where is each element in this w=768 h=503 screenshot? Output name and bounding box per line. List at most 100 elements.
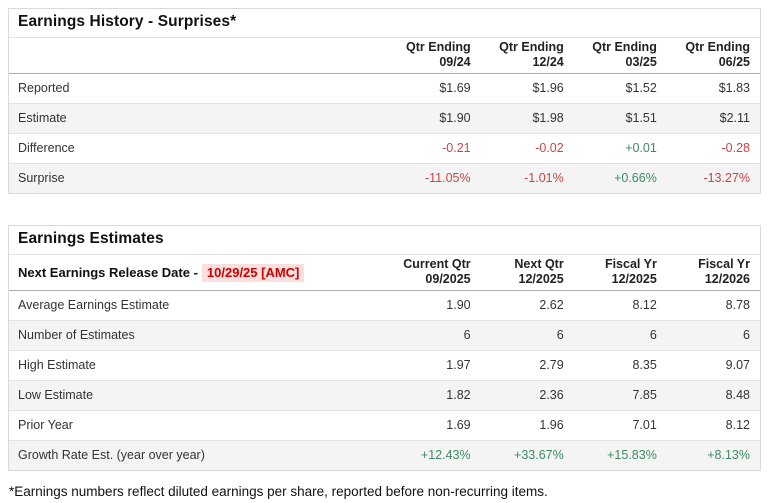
earnings-history-value-cell: -0.21: [387, 133, 481, 164]
earnings-estimates-value-cell: 6: [387, 320, 481, 351]
earnings-estimates-value-cell: 6: [573, 320, 667, 351]
earnings-history-row-0: Reported $1.69 $1.96 $1.52 $1.83: [9, 73, 760, 104]
earnings-history-value-cell: -11.05%: [424, 171, 471, 185]
earnings-estimates-row-1: Number of Estimates 6 6 6 6: [9, 320, 760, 351]
earnings-estimates-col-header-line1: Fiscal Yr: [698, 257, 750, 271]
earnings-history-col-header-0: Qtr Ending 09/24: [387, 38, 481, 74]
earnings-history-col-header-line1: Qtr Ending: [592, 40, 657, 54]
earnings-estimates-value-cell: 2.79: [480, 350, 574, 381]
earnings-estimates-row-label: Growth Rate Est. (year over year): [18, 448, 205, 462]
earnings-estimates-value-cell: 7.01: [573, 410, 667, 441]
earnings-estimates-row-label: Number of Estimates: [9, 320, 388, 351]
earnings-estimates-value-cell: 1.82: [387, 380, 481, 411]
earnings-history-row-label: Estimate: [9, 103, 388, 134]
earnings-estimates-value-cell: 1.90: [387, 290, 481, 321]
earnings-history-value-cell: -0.02: [480, 133, 574, 164]
earnings-history-header-row: Qtr Ending 09/24 Qtr Ending 12/24 Qtr Ending…: [9, 38, 760, 74]
earnings-history-col-header-2: Qtr Ending 03/25: [573, 38, 667, 74]
next-earnings-release-label: Next Earnings Release Date -: [18, 264, 198, 280]
earnings-estimates-value-cell: 6: [480, 320, 574, 351]
earnings-history-col-header-line1: Qtr Ending: [406, 40, 471, 54]
earnings-history-row-1: Estimate $1.90 $1.98 $1.51 $2.11: [9, 103, 760, 134]
earnings-estimates-row-label: High Estimate: [9, 350, 388, 381]
earnings-estimates-col-header-line2: 12/2026: [704, 272, 750, 286]
earnings-history-value-cell: $1.83: [666, 73, 760, 104]
earnings-estimates-col-header-line2: 12/2025: [518, 272, 564, 286]
earnings-history-value-cell: $1.98: [480, 103, 574, 134]
earnings-history-value-cell: $1.90: [387, 103, 481, 134]
earnings-estimates-value-cell: 9.07: [666, 350, 760, 381]
earnings-estimates-value-cell: 8.78: [666, 290, 760, 321]
earnings-history-row-label: Surprise: [18, 171, 65, 185]
earnings-history-col-header-3: Qtr Ending 06/25: [666, 38, 760, 74]
earnings-estimates-col-header-line2: 12/2025: [611, 272, 657, 286]
earnings-estimates-value-cell: 1.69: [387, 410, 481, 441]
earnings-history-col-header-line2: 09/24: [439, 55, 471, 69]
earnings-estimates-col-header-1: Next Qtr 12/2025: [480, 255, 574, 291]
earnings-history-col-header-1: Qtr Ending 12/24: [480, 38, 574, 74]
earnings-estimates-col-header-line1: Fiscal Yr: [604, 257, 657, 271]
earnings-history-section: Earnings History - Surprises* Qtr Ending…: [8, 8, 761, 194]
earnings-history-value-cell: $1.52: [573, 73, 667, 104]
earnings-history-value-cell: -0.28: [666, 133, 760, 164]
next-earnings-release: Next Earnings Release Date -10/29/25 [AM…: [18, 263, 305, 282]
earnings-history-col-header-line1: Qtr Ending: [499, 40, 564, 54]
earnings-history-row-label: Difference: [9, 133, 388, 164]
earnings-estimates-value-cell: +15.83%: [607, 448, 657, 462]
earnings-estimates-row-label: Prior Year: [9, 410, 388, 441]
earnings-estimates-col-header-2: Fiscal Yr 12/2025: [573, 255, 667, 291]
earnings-estimates-header-row: Next Earnings Release Date -10/29/25 [AM…: [9, 255, 760, 291]
earnings-estimates-value-cell: 8.48: [666, 380, 760, 411]
earnings-estimates-value-cell: 2.62: [480, 290, 574, 321]
earnings-estimates-value-cell: 8.35: [573, 350, 667, 381]
earnings-history-table: Qtr Ending 09/24 Qtr Ending 12/24 Qtr Ending…: [9, 38, 760, 193]
earnings-history-row-3: Surprise -11.05% -1.01% +0.66% -13.27%: [9, 163, 760, 193]
earnings-history-value-cell: -1.01%: [524, 171, 564, 185]
earnings-estimates-value-cell: 6: [666, 320, 760, 351]
earnings-estimates-row-label: Low Estimate: [9, 380, 388, 411]
earnings-footnote: *Earnings numbers reflect diluted earnin…: [9, 484, 548, 499]
next-earnings-release-cell: Next Earnings Release Date -10/29/25 [AM…: [9, 255, 388, 291]
earnings-history-title: Earnings History - Surprises*: [9, 9, 760, 38]
earnings-history-value-cell: +0.01: [573, 133, 667, 164]
next-earnings-release-date: 10/29/25 [AMC]: [201, 263, 305, 282]
earnings-history-body: Reported $1.69 $1.96 $1.52 $1.83 Estimate $1.9…: [9, 73, 760, 193]
earnings-estimates-col-header-line1: Next Qtr: [514, 257, 564, 271]
earnings-estimates-value-cell: 1.96: [480, 410, 574, 441]
earnings-estimates-row-2: High Estimate 1.97 2.79 8.35 9.07: [9, 350, 760, 381]
earnings-estimates-table: Next Earnings Release Date -10/29/25 [AM…: [9, 255, 760, 470]
earnings-estimates-value-cell: 2.36: [480, 380, 574, 411]
earnings-estimates-value-cell: +8.13%: [707, 448, 750, 462]
earnings-estimates-title: Earnings Estimates: [9, 226, 760, 255]
earnings-estimates-row-5: Growth Rate Est. (year over year) +12.43%…: [9, 440, 760, 470]
earnings-history-value-cell: $2.11: [666, 103, 760, 134]
earnings-estimates-col-header-0: Current Qtr 09/2025: [387, 255, 481, 291]
earnings-history-col-header-line2: 12/24: [532, 55, 564, 69]
earnings-estimates-value-cell: 7.85: [573, 380, 667, 411]
earnings-history-col-header-line2: 06/25: [718, 55, 750, 69]
earnings-estimates-row-0: Average Earnings Estimate 1.90 2.62 8.12 8.7…: [9, 290, 760, 321]
earnings-history-value-cell: $1.69: [387, 73, 481, 104]
earnings-history-col-header-line2: 03/25: [625, 55, 657, 69]
earnings-history-value-cell: $1.96: [480, 73, 574, 104]
earnings-history-value-cell: $1.51: [573, 103, 667, 134]
earnings-estimates-col-header-line1: Current Qtr: [403, 257, 471, 271]
earnings-estimates-col-header-3: Fiscal Yr 12/2026: [666, 255, 760, 291]
earnings-estimates-value-cell: 8.12: [573, 290, 667, 321]
earnings-estimates-value-cell: +12.43%: [420, 448, 471, 462]
earnings-history-header-spacer: [9, 38, 388, 74]
earnings-history-value-cell: +0.66%: [614, 171, 657, 185]
earnings-estimates-col-header-line2: 09/2025: [425, 272, 471, 286]
earnings-history-row-2: Difference -0.21 -0.02 +0.01 -0.28: [9, 133, 760, 164]
earnings-estimates-value-cell: 8.12: [666, 410, 760, 441]
earnings-history-row-label: Reported: [9, 73, 388, 104]
earnings-history-value-cell: -13.27%: [703, 171, 750, 185]
earnings-estimates-row-3: Low Estimate 1.82 2.36 7.85 8.48: [9, 380, 760, 411]
earnings-estimates-row-label: Average Earnings Estimate: [9, 290, 388, 321]
earnings-history-col-header-line1: Qtr Ending: [685, 40, 750, 54]
earnings-estimates-row-4: Prior Year 1.69 1.96 7.01 8.12: [9, 410, 760, 441]
earnings-estimates-section: Earnings Estimates Next Earnings Release…: [8, 225, 761, 471]
earnings-estimates-value-cell: 1.97: [387, 350, 481, 381]
earnings-estimates-body: Average Earnings Estimate 1.90 2.62 8.12 8.7…: [9, 290, 760, 470]
